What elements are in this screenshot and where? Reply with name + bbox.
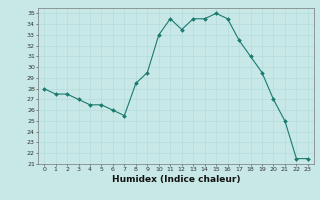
X-axis label: Humidex (Indice chaleur): Humidex (Indice chaleur) <box>112 175 240 184</box>
